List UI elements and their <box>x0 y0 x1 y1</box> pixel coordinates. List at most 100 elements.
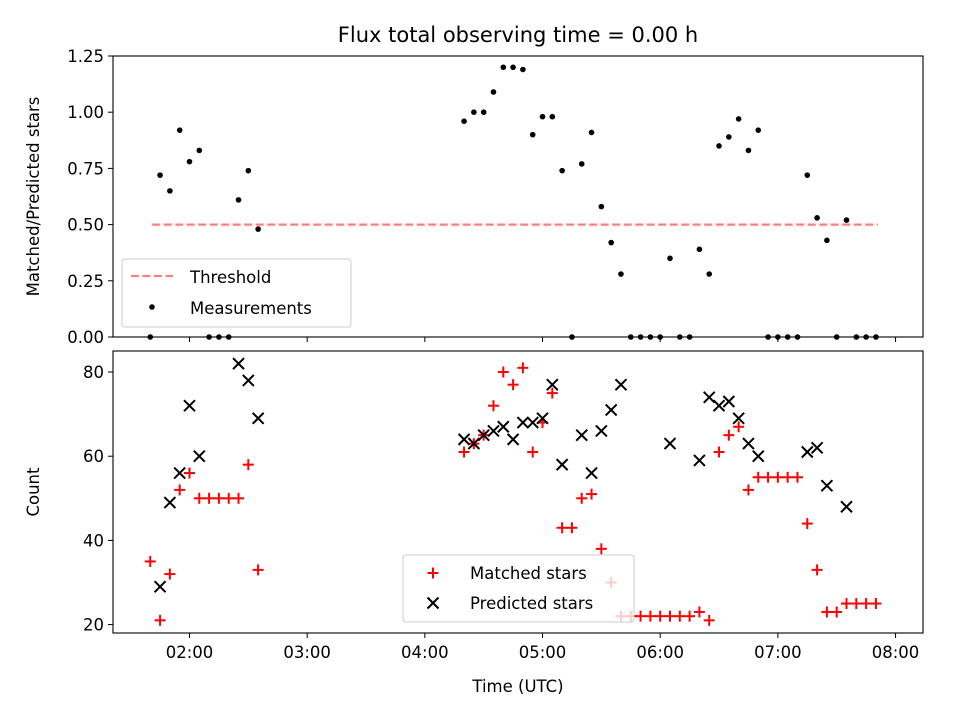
matched-star-marker <box>223 492 235 504</box>
predicted-star-stroke <box>153 580 167 593</box>
predicted-star-stroke <box>487 424 500 438</box>
predicted-star-stroke <box>703 391 716 404</box>
x-tick-label: 08:00 <box>872 643 920 662</box>
bottom-y-tick-label: 40 <box>83 531 104 550</box>
measurement-point <box>618 271 624 277</box>
top-y-tick-label: 0.00 <box>67 328 104 347</box>
predicted-star-marker <box>820 479 834 492</box>
measurement-point <box>245 167 252 174</box>
predicted-star-stroke <box>477 428 490 442</box>
matched-star-marker <box>576 492 588 504</box>
measurement-point <box>500 64 507 71</box>
matched-star-marker <box>811 564 823 576</box>
predicted-star-stroke <box>536 412 549 425</box>
matched-star-marker <box>654 610 666 622</box>
predicted-star-stroke <box>722 395 736 408</box>
measurement-point <box>578 161 585 167</box>
matched-star-marker <box>635 610 647 622</box>
matched-star-marker <box>517 362 529 374</box>
matched-star-marker <box>782 471 794 483</box>
matched-star-marker <box>595 543 607 555</box>
predicted-star-marker <box>693 454 706 467</box>
predicted-star-marker <box>801 445 814 459</box>
matched-star-marker <box>183 467 195 479</box>
bottom-series-1 <box>153 357 853 593</box>
top-panel: 0.00 0.25 0.50 0.75 1.00 1.25 Matched/Predicte… <box>24 47 924 347</box>
measurement-point <box>745 147 752 154</box>
bottom-y-tick-label: 20 <box>83 616 104 635</box>
predicted-star-stroke <box>457 433 471 446</box>
measurement-point <box>480 109 487 115</box>
predicted-star-stroke <box>712 399 726 412</box>
predicted-star-marker <box>526 416 539 429</box>
measurement-point <box>706 271 713 277</box>
predicted-star-stroke <box>546 378 559 391</box>
measurement-point <box>804 172 811 178</box>
predicted-star-marker <box>183 399 196 412</box>
predicted-star-marker <box>546 378 559 391</box>
matched-star-marker <box>733 421 745 433</box>
measurement-point <box>235 197 242 203</box>
predicted-star-marker <box>242 374 255 387</box>
measurement-point <box>539 113 546 120</box>
matched-star-marker <box>242 459 254 471</box>
bottom-axes-frame <box>112 350 924 634</box>
legend-measurements-label: Measurements <box>190 299 312 318</box>
matched-star-marker <box>713 446 725 458</box>
measurement-point <box>176 127 183 133</box>
legend-measurements-swatch <box>149 304 155 310</box>
bottom-y-tick-label: 60 <box>83 447 104 466</box>
matched-star-marker <box>870 598 882 610</box>
predicted-star-stroke <box>251 412 265 425</box>
predicted-star-stroke <box>604 403 618 417</box>
measurement-point <box>196 147 203 154</box>
x-tick-label: 06:00 <box>636 643 684 662</box>
top-legend: Threshold Measurements <box>121 258 352 328</box>
matched-star-marker <box>850 598 862 610</box>
measurement-point <box>549 113 556 120</box>
predicted-star-stroke <box>193 450 206 463</box>
matched-star-marker <box>566 522 578 534</box>
predicted-star-stroke <box>810 441 824 455</box>
measurement-point <box>598 203 605 210</box>
predicted-star-marker <box>232 357 245 370</box>
predicted-star-marker <box>487 424 500 438</box>
predicted-star-marker <box>153 580 167 593</box>
bottom-panel: 20 40 60 80 02:00 03:00 04:00 05:00 06:00 07:00 08… <box>24 350 924 696</box>
predicted-star-marker <box>595 424 608 438</box>
x-tick-label: 02:00 <box>166 643 214 662</box>
predicted-star-marker <box>810 441 824 455</box>
predicted-star-marker <box>251 412 265 425</box>
matched-star-marker <box>203 492 215 504</box>
matched-star-marker <box>164 568 176 580</box>
measurement-point <box>520 66 526 73</box>
predicted-star-marker <box>712 399 726 412</box>
predicted-star-stroke <box>163 496 177 509</box>
matched-star-marker <box>821 606 833 618</box>
predicted-star-marker <box>457 433 471 446</box>
matched-star-marker <box>831 606 843 618</box>
predicted-star-marker <box>477 428 490 442</box>
matched-star-marker <box>674 610 686 622</box>
predicted-star-marker <box>722 395 736 408</box>
matched-star-marker <box>556 522 568 534</box>
matched-star-marker <box>487 400 499 412</box>
predicted-star-stroke <box>820 479 834 492</box>
predicted-star-stroke <box>516 416 530 429</box>
predicted-star-stroke <box>732 412 745 425</box>
predicted-star-marker <box>663 437 677 450</box>
measurement-point <box>186 158 193 165</box>
predicted-star-marker <box>193 450 206 463</box>
measurement-point <box>843 217 850 223</box>
matched-star-marker <box>664 610 676 622</box>
matched-star-marker <box>586 488 598 500</box>
predicted-star-stroke <box>752 450 765 463</box>
matched-star-marker <box>546 387 558 399</box>
matched-star-marker <box>644 610 656 622</box>
x-tick-label: 07:00 <box>754 643 802 662</box>
chart-title: Flux total observing time = 0.00 h <box>338 23 698 47</box>
predicted-star-marker <box>752 450 765 463</box>
legend-threshold-label: Threshold <box>189 268 271 287</box>
predicted-star-marker <box>163 496 177 509</box>
measurement-point <box>510 64 516 71</box>
